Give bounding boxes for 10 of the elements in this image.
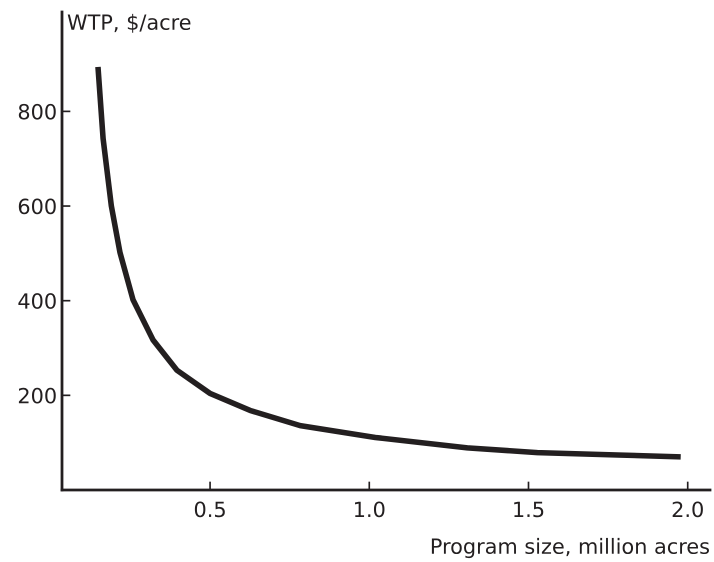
y-tick-label: 600 xyxy=(18,198,56,214)
y-axis-title: WTP, $/acre xyxy=(68,14,190,33)
x-axis-title: Program size, million acres xyxy=(432,538,709,558)
x-tick-label: 1.0 xyxy=(355,501,384,518)
x-tick-label: 2.0 xyxy=(672,501,703,518)
x-tick-label: 0.5 xyxy=(194,501,225,518)
x-tick-label: 1.5 xyxy=(514,502,544,518)
y-tick-label: 400 xyxy=(18,293,56,309)
y-tick-label: 200 xyxy=(18,388,56,404)
y-tick-label: 800 xyxy=(18,104,56,120)
